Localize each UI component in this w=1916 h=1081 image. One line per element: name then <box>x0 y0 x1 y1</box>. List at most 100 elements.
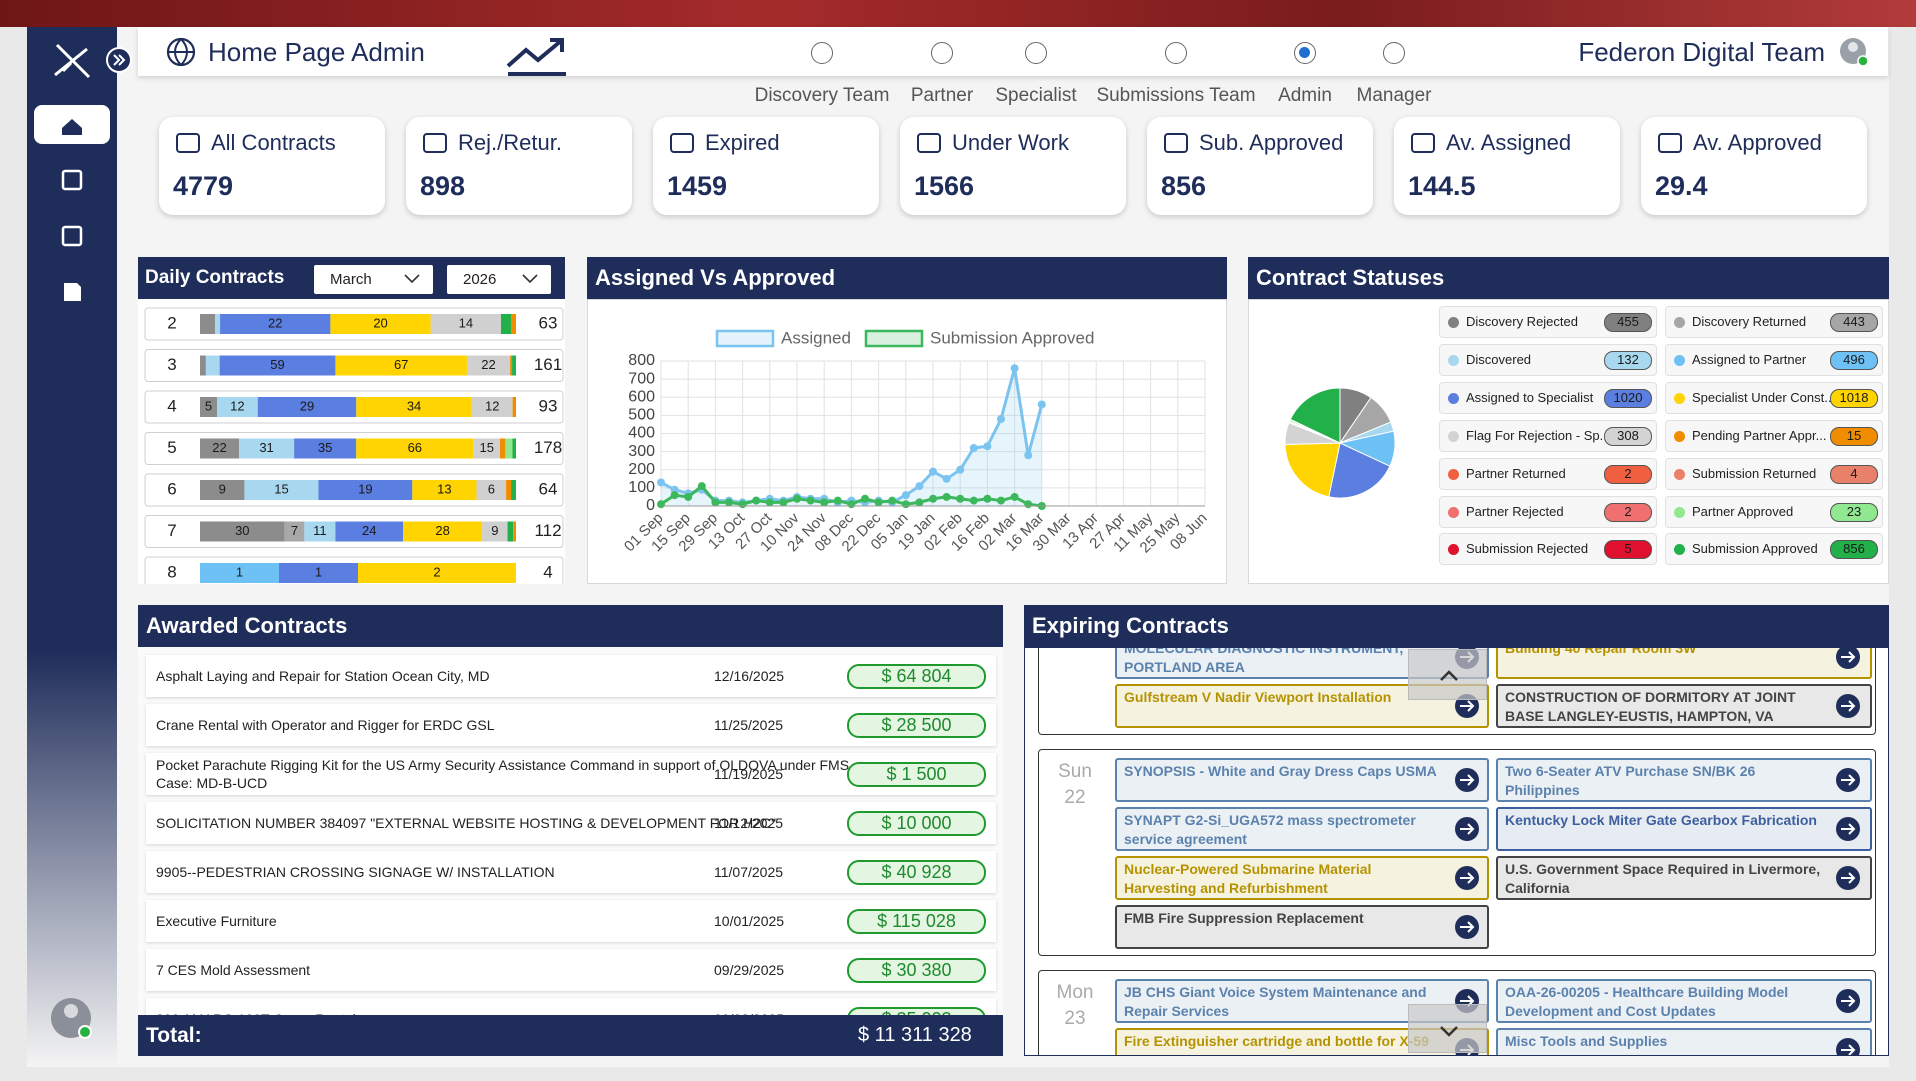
pie-slice <box>1289 387 1341 444</box>
point <box>915 482 924 491</box>
expiring-item[interactable]: Misc Tools and Supplies <box>1496 1028 1872 1056</box>
open-arrow[interactable] <box>1453 913 1481 941</box>
role-radio[interactable] <box>1294 42 1316 64</box>
daily-segment <box>412 480 477 500</box>
open-arrow[interactable] <box>1834 1036 1862 1056</box>
expiring-item[interactable]: Building 40 Repair Room 3W <box>1496 647 1872 679</box>
expand-button[interactable] <box>106 47 132 73</box>
contract-title: SOLICITATION NUMBER 384097 "EXTERNAL WEB… <box>156 815 777 831</box>
expiring-text: FMB Fire Suppression Replacement <box>1124 910 1364 926</box>
legend-name: Assigned to Specialist <box>1466 389 1594 405</box>
team-avatar[interactable] <box>1838 36 1870 68</box>
expiring-item[interactable]: SYNOPSIS - White and Gray Dress Caps USM… <box>1115 758 1489 802</box>
awarded-row[interactable]: 9905--PEDESTRIAN CROSSING SIGNAGE W/ INS… <box>146 851 996 893</box>
daily-segment-label: 15 <box>274 481 288 496</box>
year-dropdown[interactable]: 2026 <box>447 265 551 294</box>
open-arrow[interactable] <box>1834 647 1862 671</box>
kpi-icon-shape <box>176 133 200 153</box>
open-arrow[interactable] <box>1453 766 1481 794</box>
chevron <box>404 274 420 284</box>
open-arrow[interactable] <box>1834 864 1862 892</box>
point <box>942 492 951 501</box>
daily-segment-label: 9 <box>491 523 498 538</box>
role-radio[interactable] <box>811 42 833 64</box>
point <box>1024 500 1033 509</box>
expiring-item[interactable]: Kentucky Lock Miter Gate Gearbox Fabrica… <box>1496 807 1872 851</box>
daily-segment <box>200 397 217 417</box>
role-label[interactable]: Discovery Team <box>754 85 890 106</box>
role-radio[interactable] <box>1165 42 1187 64</box>
role-label[interactable]: Submissions Team <box>1096 85 1256 106</box>
kpi-card: Av. Assigned 144.5 <box>1394 117 1620 215</box>
daily-segment <box>335 521 404 542</box>
daily-total: 112 <box>534 521 561 540</box>
daily-segment <box>512 355 516 376</box>
home-icon <box>62 119 82 135</box>
daily-segment <box>216 397 258 417</box>
daily-total: 63 <box>539 313 558 332</box>
awarded-row[interactable]: Executive Furniture 10/01/2025 $ 115 028 <box>146 900 996 942</box>
expiring-item[interactable]: OAA-26-00205 - Healthcare Building Model… <box>1496 979 1872 1023</box>
expiring-item[interactable]: CONSTRUCTION OF DORMITORY AT JOINT BASE … <box>1496 684 1872 728</box>
awarded-title-cell: Pocket Parachute Rigging Kit for the US … <box>156 753 856 795</box>
role-label[interactable]: Partner <box>910 85 974 106</box>
legend-value: 132 <box>1604 350 1652 370</box>
open-arrow[interactable] <box>1453 815 1481 843</box>
expiring-item[interactable]: Nuclear-Powered Submarine Material Harve… <box>1115 856 1489 900</box>
point <box>684 492 693 501</box>
y-tick-label: 400 <box>628 425 655 442</box>
role-radio[interactable] <box>931 42 953 64</box>
awarded-row[interactable]: Pocket Parachute Rigging Kit for the US … <box>146 753 996 795</box>
awarded-title-cell: 7 CES Mold Assessment <box>156 949 856 991</box>
awarded-row[interactable]: 7 CES Mold Assessment 09/29/2025 $ 30 380 <box>146 949 996 991</box>
expiring-item[interactable]: FMB Fire Suppression Replacement <box>1115 905 1489 949</box>
trend-icon <box>506 38 566 76</box>
month-dropdown[interactable]: March <box>314 265 433 294</box>
scroll-down[interactable] <box>1408 1004 1487 1053</box>
open-arrow[interactable] <box>1834 987 1862 1015</box>
expiring-item[interactable]: U.S. Government Space Required in Liverm… <box>1496 856 1872 900</box>
daily-segment <box>512 397 516 417</box>
contract-date: 10/01/2025 <box>714 913 785 929</box>
sidebar-icons <box>34 43 110 1039</box>
open-arrow[interactable] <box>1453 864 1481 892</box>
role-radio[interactable] <box>1383 42 1405 64</box>
pie-slice <box>1328 442 1391 499</box>
legend-name: Specialist Under Const... <box>1692 389 1832 405</box>
awarded-title: Awarded Contracts <box>146 613 348 638</box>
daily-segment <box>505 438 513 459</box>
expiring-text: SYNOPSIS - White and Gray Dress Caps USM… <box>1124 763 1437 779</box>
open-arrow[interactable] <box>1453 692 1481 720</box>
role-label[interactable]: Admin <box>1278 85 1332 106</box>
contract-amount: $ 28 500 <box>847 713 986 738</box>
contract-amount: $ 30 380 <box>847 958 986 983</box>
awarded-row[interactable]: Crane Rental with Operator and Rigger fo… <box>146 704 996 746</box>
scroll-up[interactable] <box>1408 649 1487 700</box>
nav-icon-docs[interactable] <box>64 283 81 301</box>
point <box>657 500 665 509</box>
expiring-item[interactable]: SYNAPT G2-Si_UGA572 mass spectrometer se… <box>1115 807 1489 851</box>
open-arrow[interactable] <box>1834 766 1862 794</box>
kpi-label: Av. Approved <box>1693 130 1822 155</box>
role-label[interactable]: Manager <box>1356 85 1432 106</box>
role-radio[interactable] <box>1025 42 1047 64</box>
contract-date: 11/12/2025 <box>714 815 784 831</box>
legend-name: Assigned to Partner <box>1692 351 1807 367</box>
point <box>1024 451 1033 460</box>
awarded-row[interactable]: SOLICITATION NUMBER 384097 "EXTERNAL WEB… <box>146 802 996 844</box>
expiring-item[interactable]: Gulfstream V Nadir Viewport Installation <box>1115 684 1489 728</box>
open-arrow[interactable] <box>1834 692 1862 720</box>
open-arrow[interactable] <box>1834 815 1862 843</box>
expiring-item[interactable]: Two 6-Seater ATV Purchase SN/BK 26 Phili… <box>1496 758 1872 802</box>
role-label[interactable]: Specialist <box>995 85 1077 106</box>
nav-icon-reports[interactable] <box>61 169 83 191</box>
kpi-icon-shape <box>1411 133 1435 153</box>
awarded-row[interactable]: Asphalt Laying and Repair for Station Oc… <box>146 655 996 697</box>
kpi-value: 898 <box>420 171 466 201</box>
kpi-value: 4779 <box>173 171 234 201</box>
arrow <box>1460 774 1475 786</box>
nav-icon-tables[interactable] <box>61 225 83 247</box>
y-tick-label: 600 <box>628 388 655 405</box>
awarded-row[interactable]: 309 AMARG 100T Crane Rental 09/22/2025 $ 2… <box>146 998 996 1015</box>
